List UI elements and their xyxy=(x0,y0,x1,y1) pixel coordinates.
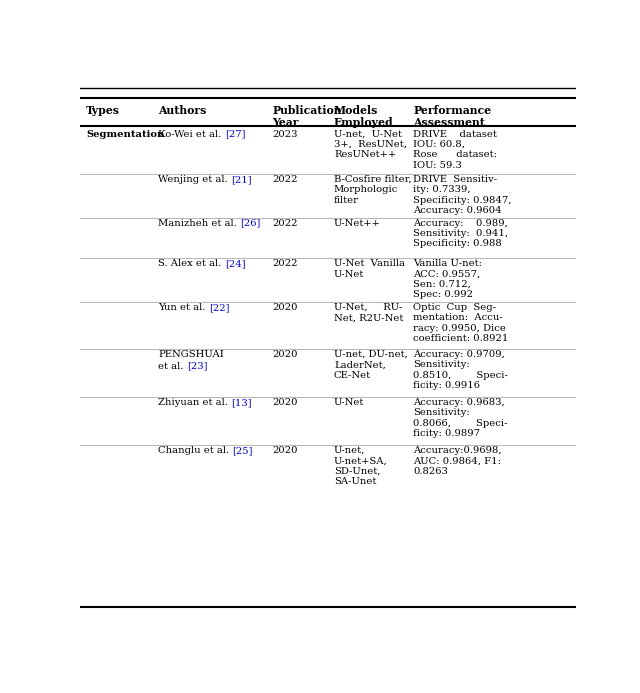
Text: 2023: 2023 xyxy=(273,130,298,139)
Text: 2022: 2022 xyxy=(273,175,298,184)
Text: Authors: Authors xyxy=(158,105,207,116)
Text: Performance
Assessment: Performance Assessment xyxy=(413,105,492,128)
Text: DRIVE  Sensitiv-
ity: 0.7339,
Specificity: 0.9847,
Accuracy: 0.9604: DRIVE Sensitiv- ity: 0.7339, Specificity… xyxy=(413,175,512,215)
Text: U-net, DU-net,
LaderNet,
CE-Net: U-net, DU-net, LaderNet, CE-Net xyxy=(334,350,408,380)
Text: 2020: 2020 xyxy=(273,446,298,455)
Text: Wenjing et al.: Wenjing et al. xyxy=(158,175,231,184)
Text: [21]: [21] xyxy=(231,175,252,184)
Text: U-Net,     RU-
Net, R2U-Net: U-Net, RU- Net, R2U-Net xyxy=(334,303,403,322)
Text: Optic  Cup  Seg-
mentation:  Accu-
racy: 0.9950, Dice
coefficient: 0.8921: Optic Cup Seg- mentation: Accu- racy: 0.… xyxy=(413,303,509,343)
Text: Manizheh et al.: Manizheh et al. xyxy=(158,219,240,228)
Text: Ko-Wei et al.: Ko-Wei et al. xyxy=(158,130,225,139)
Text: [22]: [22] xyxy=(209,303,229,312)
Text: PENGSHUAI: PENGSHUAI xyxy=(158,350,224,359)
Text: B-Cosfire filter,
Morphologic
filter: B-Cosfire filter, Morphologic filter xyxy=(334,175,412,204)
Text: [27]: [27] xyxy=(225,130,245,139)
Text: U-Net: U-Net xyxy=(334,398,364,407)
Text: [26]: [26] xyxy=(240,219,260,228)
Text: 2020: 2020 xyxy=(273,398,298,407)
Text: Zhiyuan et al.: Zhiyuan et al. xyxy=(158,398,232,407)
Text: Accuracy:    0.989,
Sensitivity:  0.941,
Specificity: 0.988: Accuracy: 0.989, Sensitivity: 0.941, Spe… xyxy=(413,219,508,249)
Text: U-net,  U-Net
3+,  ResUNet,
ResUNet++: U-net, U-Net 3+, ResUNet, ResUNet++ xyxy=(334,130,407,159)
Text: Vanilla U-net:
ACC: 0.9557,
Sen: 0.712,
Spec: 0.992: Vanilla U-net: ACC: 0.9557, Sen: 0.712, … xyxy=(413,259,483,299)
Text: Models
Employed: Models Employed xyxy=(334,105,394,128)
Text: 2020: 2020 xyxy=(273,350,298,359)
Text: DRIVE    dataset
IOU: 60.8,
Rose      dataset:
IOU: 59.3: DRIVE dataset IOU: 60.8, Rose dataset: I… xyxy=(413,130,497,170)
Text: Accuracy: 0.9683,
Sensitivity:
0.8066,        Speci-
ficity: 0.9897: Accuracy: 0.9683, Sensitivity: 0.8066, S… xyxy=(413,398,508,438)
Text: Accuracy: 0.9709,
Sensitivity:
0.8510,        Speci-
ficity: 0.9916: Accuracy: 0.9709, Sensitivity: 0.8510, S… xyxy=(413,350,508,390)
Text: Changlu et al.: Changlu et al. xyxy=(158,446,232,455)
Text: 2020: 2020 xyxy=(273,303,298,312)
Text: U-net,
U-net+SA,
SD-Unet,
SA-Unet: U-net, U-net+SA, SD-Unet, SA-Unet xyxy=(334,446,388,486)
Text: et al.: et al. xyxy=(158,362,187,371)
Text: Segmentation: Segmentation xyxy=(86,130,164,139)
Text: U-Net  Vanilla
U-Net: U-Net Vanilla U-Net xyxy=(334,259,405,279)
Text: Yun et al.: Yun et al. xyxy=(158,303,209,312)
Text: Types: Types xyxy=(86,105,120,116)
Text: U-Net++: U-Net++ xyxy=(334,219,381,228)
Text: [24]: [24] xyxy=(225,259,245,268)
Text: 2022: 2022 xyxy=(273,259,298,268)
Text: [13]: [13] xyxy=(232,398,252,407)
Text: [25]: [25] xyxy=(232,446,253,455)
Text: S. Alex et al.: S. Alex et al. xyxy=(158,259,225,268)
Text: Accuracy:0.9698,
AUC: 0.9864, F1:
0.8263: Accuracy:0.9698, AUC: 0.9864, F1: 0.8263 xyxy=(413,446,502,476)
Text: 2022: 2022 xyxy=(273,219,298,228)
Text: Publication
Year: Publication Year xyxy=(273,105,342,128)
Text: [23]: [23] xyxy=(187,362,207,371)
